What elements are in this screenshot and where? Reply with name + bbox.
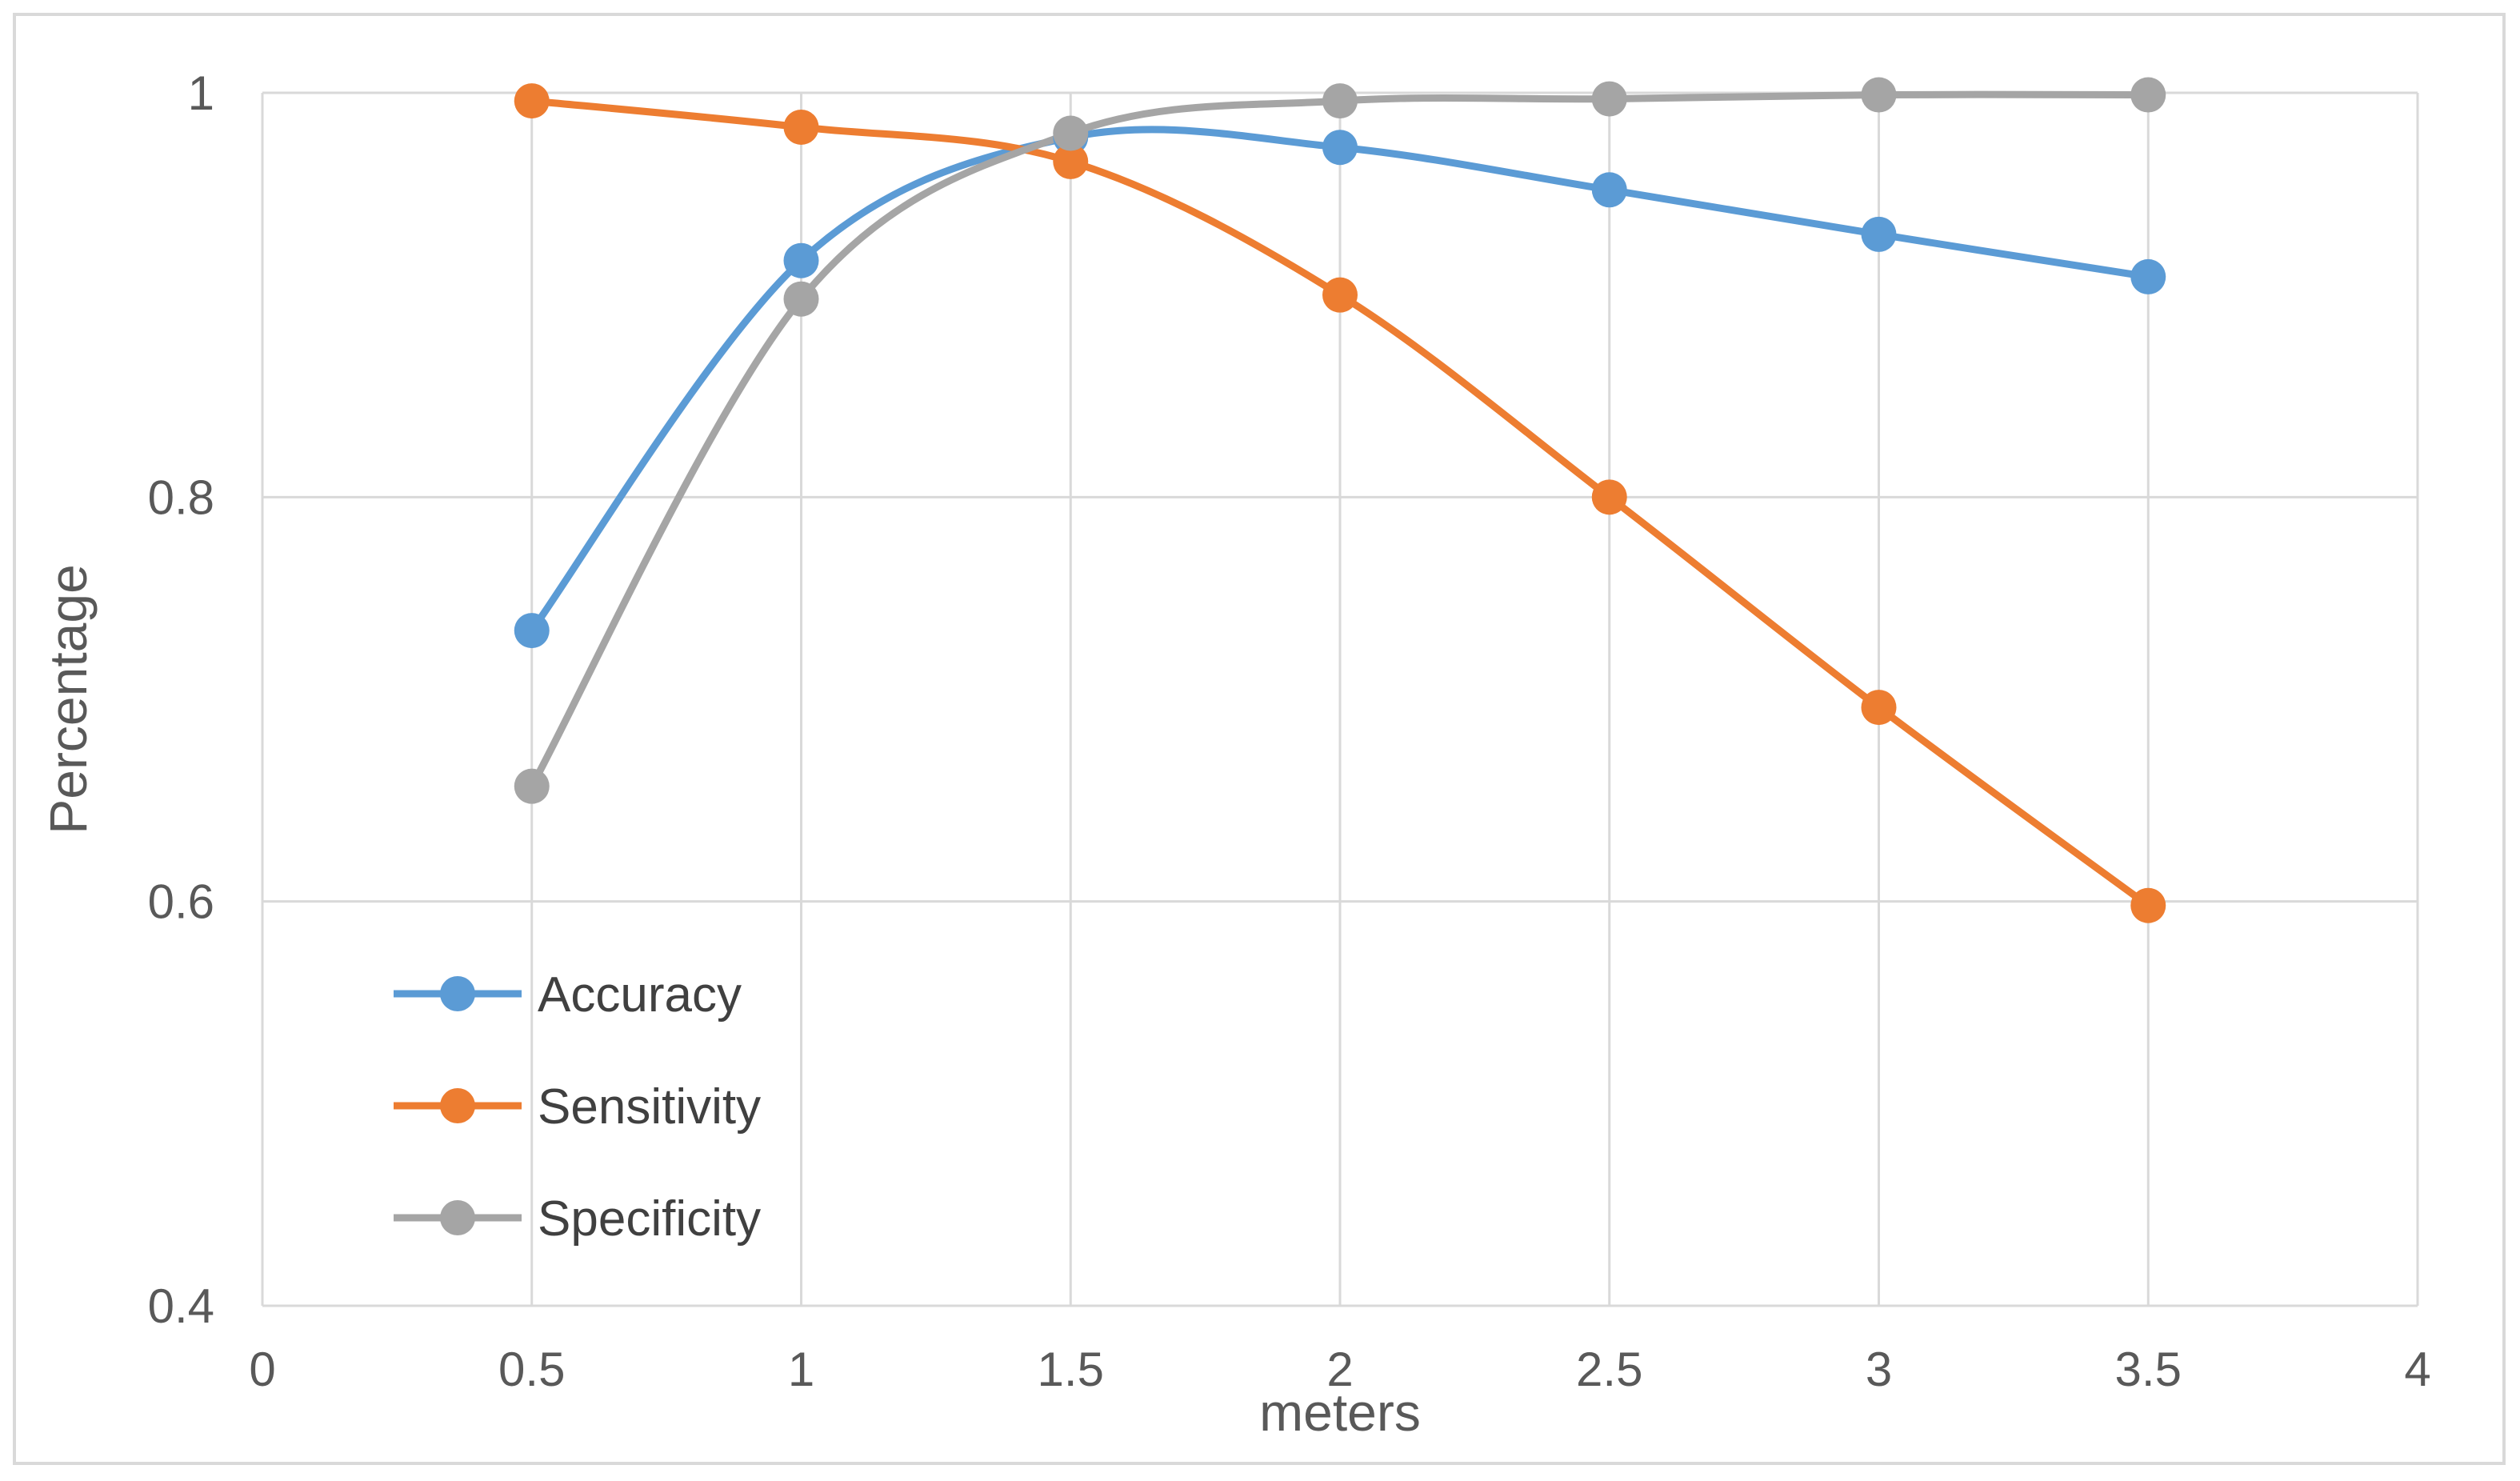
legend: Accuracy Sensitivity Specificity <box>394 967 761 1247</box>
accuracy-point <box>1591 172 1627 208</box>
y-axis-title: Percentage <box>38 564 98 835</box>
specificity-point <box>1591 81 1627 117</box>
y-tick-label: 0.4 <box>148 1279 214 1333</box>
x-tick-label: 1 <box>788 1343 814 1396</box>
sensitivity-point <box>514 83 550 119</box>
line-chart: 0 0.5 1 1.5 2 2.5 3 3.5 4 0.4 0.6 0.8 1 Accuracy Sens… <box>38 66 2431 1442</box>
x-axis-title: meters <box>1259 1383 1421 1442</box>
specificity-point <box>783 281 819 317</box>
sensitivity-point <box>1322 277 1358 313</box>
specificity-point <box>514 768 550 804</box>
x-tick-label: 3 <box>1866 1343 1892 1396</box>
sensitivity-point <box>1053 143 1089 179</box>
specificity-point <box>1861 77 1897 113</box>
sensitivity-point <box>1861 690 1897 726</box>
chart-frame: 0 0.5 1 1.5 2 2.5 3 3.5 4 0.4 0.6 0.8 1 Accuracy Sens… <box>13 13 2506 1465</box>
specificity-point <box>1053 115 1089 151</box>
x-tick-label: 3.5 <box>2115 1343 2182 1396</box>
axes: 0 0.5 1 1.5 2 2.5 3 3.5 4 0.4 0.6 0.8 1 <box>148 66 2431 1396</box>
y-tick-label: 0.6 <box>148 875 214 929</box>
legend-sensitivity-label: Sensitivity <box>538 1079 761 1135</box>
y-tick-label: 0.8 <box>148 470 214 524</box>
sensitivity-point <box>2130 887 2166 923</box>
x-tick-label: 0.5 <box>498 1343 565 1396</box>
data-points <box>514 77 2166 923</box>
sensitivity-point <box>783 109 819 145</box>
accuracy-point <box>1861 216 1897 252</box>
accuracy-point <box>783 242 819 278</box>
y-tick-label: 1 <box>188 66 214 120</box>
legend-accuracy-label: Accuracy <box>538 967 742 1023</box>
legend-accuracy-marker <box>440 976 475 1011</box>
accuracy-point <box>2130 258 2166 294</box>
x-tick-label: 4 <box>2404 1343 2430 1396</box>
legend-specificity-label: Specificity <box>538 1191 761 1247</box>
x-tick-label: 2.5 <box>1576 1343 1642 1396</box>
legend-specificity-marker <box>440 1200 475 1235</box>
specificity-point <box>2130 77 2166 113</box>
x-tick-label: 2 <box>1326 1343 1353 1396</box>
accuracy-point <box>514 613 550 649</box>
specificity-point <box>1322 83 1358 119</box>
accuracy-point <box>1322 130 1358 166</box>
sensitivity-point <box>1591 479 1627 515</box>
x-tick-label: 1.5 <box>1038 1343 1104 1396</box>
x-tick-label: 0 <box>249 1343 275 1396</box>
legend-sensitivity-marker <box>440 1088 475 1123</box>
